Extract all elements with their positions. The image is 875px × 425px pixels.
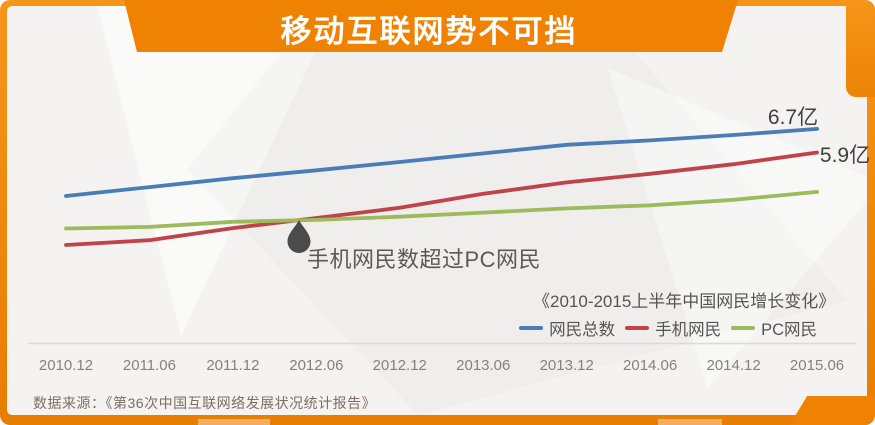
legend-dash-icon — [625, 326, 650, 330]
series-line-pc — [64, 189, 819, 231]
x-tick-label: 2015.06 — [789, 357, 845, 374]
legend-item-pc: PC网民 — [731, 316, 817, 340]
x-tick-label: 2014.06 — [623, 357, 678, 374]
x-tick-label: 2010.12 — [38, 357, 94, 374]
series-line-mobile — [64, 150, 819, 247]
legend-item-mobile: 手机网民 — [625, 316, 721, 340]
chart-title: 《2010-2015上半年中国网民增长变化》 — [533, 292, 836, 311]
legend-label: 手机网民 — [655, 321, 722, 339]
data-source: 数据来源：《第36次中国互联网络发展状况统计报告》 — [33, 395, 377, 411]
corner-accent-top-right — [846, 0, 875, 97]
series-line-total — [64, 126, 819, 198]
legend-label: PC网民 — [761, 321, 817, 339]
legend-dash-icon — [519, 326, 544, 330]
legend-dash-icon — [731, 326, 756, 330]
legend-label: 网民总数 — [549, 321, 616, 339]
x-axis: 2010.12 2011.06 2011.12 2012.06 2012.12 2013.… — [0, 357, 875, 377]
drop-icon — [287, 220, 311, 253]
x-tick-label: 2011.12 — [206, 357, 260, 374]
x-tick-label: 2013.12 — [539, 357, 594, 374]
border-tab — [198, 419, 270, 425]
page-title: 移动互联网势不可挡 — [280, 13, 578, 49]
x-tick-label: 2011.06 — [122, 357, 176, 374]
annotation-text: 手机网民数超过PC网民 — [307, 247, 542, 272]
title-banner: 移动互联网势不可挡 — [124, 0, 738, 52]
x-tick-label: 2012.06 — [289, 357, 344, 374]
value-label-total: 6.7亿 — [767, 106, 819, 129]
x-tick-label: 2012.12 — [372, 357, 427, 374]
x-tick-label: 2013.06 — [456, 357, 511, 374]
value-label-mobile: 5.9亿 — [819, 144, 871, 167]
x-tick-label: 2014.12 — [706, 357, 761, 374]
border-tab — [658, 419, 722, 425]
legend: 网民总数 手机网民 PC网民 — [519, 316, 817, 340]
legend-item-total: 网民总数 — [519, 316, 615, 340]
